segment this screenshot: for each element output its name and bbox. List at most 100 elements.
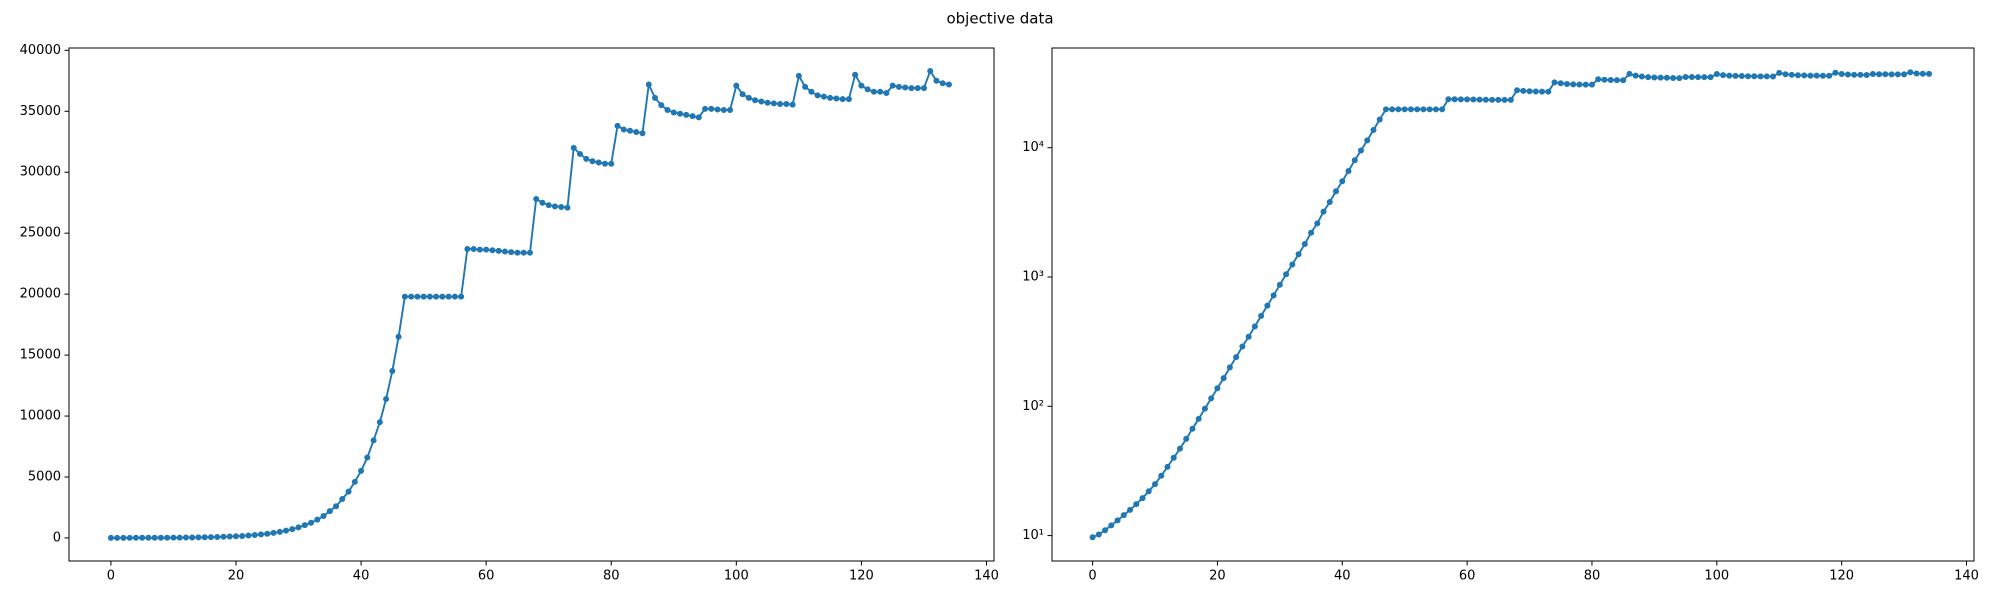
data-point xyxy=(1095,531,1102,538)
data-point xyxy=(283,527,290,534)
data-point xyxy=(652,94,659,101)
data-point xyxy=(451,293,458,300)
data-point xyxy=(551,203,558,210)
x-tick-label: 0 xyxy=(1088,569,1096,584)
data-point xyxy=(689,113,696,120)
data-point xyxy=(251,532,258,539)
data-point xyxy=(1239,343,1246,350)
data-point xyxy=(708,105,715,112)
y-tick-label: 0 xyxy=(53,530,61,545)
data-point xyxy=(827,94,834,101)
x-tick-label: 0 xyxy=(107,569,115,584)
data-point xyxy=(1176,445,1183,452)
x-tick-label: 140 xyxy=(1954,569,1979,584)
data-point xyxy=(1264,302,1271,309)
data-point xyxy=(1801,72,1808,79)
data-point xyxy=(1882,71,1889,78)
data-point xyxy=(714,106,721,113)
data-point xyxy=(583,155,590,162)
data-point xyxy=(589,158,596,165)
data-point xyxy=(239,532,246,539)
data-point xyxy=(1782,71,1789,78)
data-point xyxy=(151,534,158,541)
data-point xyxy=(1326,199,1333,206)
data-point xyxy=(1632,72,1639,79)
data-point xyxy=(126,534,133,541)
data-point xyxy=(301,522,308,529)
data-point xyxy=(514,249,521,256)
data-point xyxy=(1507,96,1514,103)
data-point xyxy=(895,83,902,90)
data-point xyxy=(939,80,946,87)
data-point xyxy=(232,533,239,540)
y-tick-label: 35000 xyxy=(20,104,61,119)
data-point xyxy=(1127,506,1134,513)
data-point xyxy=(1832,69,1839,76)
data-point xyxy=(1308,229,1315,236)
data-point xyxy=(770,100,777,107)
data-point xyxy=(164,534,171,541)
data-point xyxy=(564,204,571,211)
data-point xyxy=(1339,178,1346,185)
data-point xyxy=(1364,137,1371,144)
data-point xyxy=(1751,73,1758,80)
data-point xyxy=(1570,81,1577,88)
data-point xyxy=(1894,71,1901,78)
data-point xyxy=(170,534,177,541)
data-point xyxy=(1857,71,1864,78)
data-point xyxy=(1532,88,1539,95)
data-point xyxy=(207,534,214,541)
data-point xyxy=(1551,79,1558,86)
data-point xyxy=(1670,74,1677,81)
data-point xyxy=(1688,74,1695,81)
data-point xyxy=(526,249,533,256)
data-point xyxy=(1838,71,1845,78)
data-point xyxy=(320,513,327,520)
data-point xyxy=(1482,96,1489,103)
data-point xyxy=(107,534,114,541)
x-tick-label: 40 xyxy=(353,569,370,584)
data-point xyxy=(558,203,565,210)
data-point xyxy=(1357,147,1364,154)
data-point xyxy=(1351,157,1358,164)
data-point xyxy=(1788,71,1795,78)
data-point xyxy=(1270,292,1277,299)
data-point xyxy=(1276,281,1283,288)
data-point xyxy=(458,293,465,300)
data-point xyxy=(414,293,421,300)
data-point xyxy=(1888,71,1895,78)
data-point xyxy=(927,68,934,75)
data-point xyxy=(1376,116,1383,123)
data-line xyxy=(110,68,950,539)
x-tick-label: 100 xyxy=(1704,569,1729,584)
data-point xyxy=(1588,81,1595,88)
data-point xyxy=(1844,71,1851,78)
x-tick-label: 20 xyxy=(1209,569,1226,584)
data-point xyxy=(601,160,608,167)
data-point xyxy=(1439,106,1446,113)
data-point xyxy=(1701,74,1708,81)
data-point xyxy=(664,107,671,114)
data-point xyxy=(139,534,146,541)
data-point xyxy=(420,293,427,300)
data-point xyxy=(489,247,496,254)
data-point xyxy=(1251,323,1258,330)
data-point xyxy=(1158,472,1165,479)
data-point xyxy=(1926,70,1933,77)
data-point xyxy=(1595,76,1602,83)
data-point xyxy=(439,293,446,300)
data-point xyxy=(1757,73,1764,80)
data-point xyxy=(1289,261,1296,268)
data-point xyxy=(364,454,371,461)
data-point xyxy=(114,534,121,541)
data-point xyxy=(570,144,577,151)
data-point xyxy=(145,534,152,541)
data-point xyxy=(1382,106,1389,113)
y-tick-label: 10000 xyxy=(20,409,61,424)
data-point xyxy=(1563,80,1570,87)
y-tick-label: 15000 xyxy=(20,348,61,363)
data-point xyxy=(1863,71,1870,78)
data-point xyxy=(370,437,377,444)
data-point xyxy=(620,126,627,133)
data-point xyxy=(914,85,921,92)
